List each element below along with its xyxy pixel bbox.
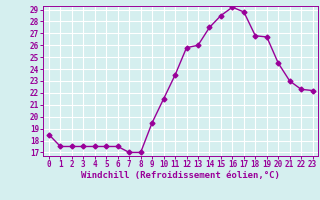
- X-axis label: Windchill (Refroidissement éolien,°C): Windchill (Refroidissement éolien,°C): [81, 171, 280, 180]
